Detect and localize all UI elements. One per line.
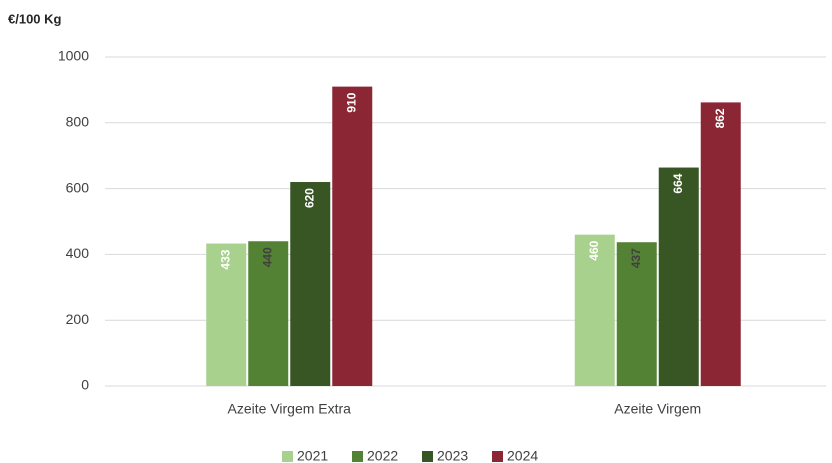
data-label: 910 <box>344 92 358 112</box>
legend-swatch <box>282 451 293 462</box>
bar <box>616 242 657 386</box>
legend-label: 2023 <box>437 448 468 463</box>
data-label: 862 <box>713 108 727 128</box>
y-tick-label: 0 <box>81 377 89 393</box>
y-tick-label: 600 <box>66 179 90 195</box>
data-label: 440 <box>260 247 274 267</box>
legend-swatch <box>492 451 503 462</box>
legend-swatch <box>352 451 363 462</box>
bar <box>700 102 741 386</box>
legend-label: 2022 <box>367 448 398 463</box>
bar <box>290 182 331 386</box>
bar <box>332 86 373 387</box>
bar <box>574 234 615 386</box>
legend-label: 2021 <box>297 448 328 463</box>
data-label: 433 <box>218 249 232 269</box>
legend-swatch <box>422 451 433 462</box>
y-tick-label: 200 <box>66 311 90 327</box>
y-tick-label: 1000 <box>58 48 89 64</box>
y-tick-label: 800 <box>66 114 90 130</box>
data-label: 437 <box>629 248 643 268</box>
y-axis-title: €/100 Kg <box>8 11 62 26</box>
x-tick-label: Azeite Virgem Extra <box>228 401 352 417</box>
bar <box>206 243 247 386</box>
data-label: 664 <box>671 173 685 193</box>
y-tick-label: 400 <box>66 245 90 261</box>
legend-label: 2024 <box>507 448 538 463</box>
x-tick-label: Azeite Virgem <box>614 401 701 417</box>
bar <box>658 167 699 386</box>
data-label: 460 <box>587 240 601 260</box>
data-label: 620 <box>302 188 316 208</box>
bar <box>248 241 289 386</box>
